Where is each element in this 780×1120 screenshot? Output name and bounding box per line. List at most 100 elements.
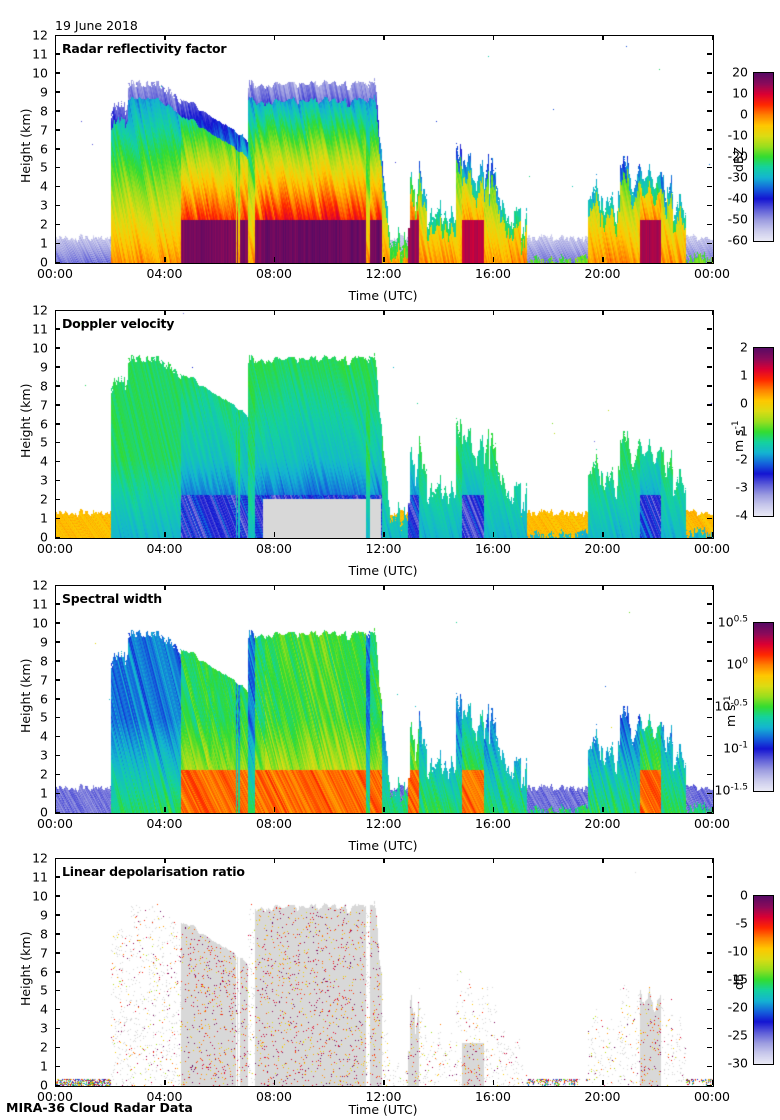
- x-tick-mark: [602, 532, 604, 537]
- x-tick-mark: [54, 585, 56, 590]
- x-tick-label: 12:00: [365, 1089, 402, 1104]
- x-tick-mark: [711, 257, 713, 262]
- y-tick-mark: [55, 773, 60, 776]
- colorbar-tick-label: -25: [727, 1027, 748, 1043]
- y-tick-label: 0: [40, 804, 48, 820]
- x-tick-mark: [602, 807, 604, 812]
- y-tick-mark: [707, 204, 712, 207]
- y-tick-mark: [55, 857, 60, 859]
- x-tick-mark: [492, 585, 494, 590]
- y-tick-mark: [55, 971, 60, 973]
- y-tick-label: 10: [32, 340, 48, 356]
- y-tick-mark: [55, 1084, 60, 1086]
- y-tick-label: 11: [32, 869, 48, 885]
- colorbar-tick-label: 2: [740, 339, 748, 355]
- y-tick-mark: [707, 366, 712, 368]
- y-tick-label: 6: [40, 691, 48, 706]
- y-tick-mark: [707, 1065, 712, 1068]
- x-tick-label: 16:00: [474, 816, 512, 831]
- y-tick-mark: [55, 1046, 60, 1049]
- colorbar-tick-label: -4: [735, 507, 748, 523]
- x-tick-mark: [602, 585, 604, 590]
- x-tick-mark: [383, 807, 385, 812]
- colorbar-tick-label: -30: [727, 169, 748, 185]
- x-tick-mark: [602, 310, 604, 315]
- x-tick-mark: [711, 35, 713, 40]
- y-tick-label: 4: [40, 1001, 48, 1017]
- y-tick-mark: [55, 309, 60, 311]
- y-tick-mark: [707, 876, 712, 878]
- y-tick-mark: [55, 716, 60, 719]
- y-tick-mark: [55, 679, 60, 681]
- x-tick-label: 00:00: [693, 1089, 731, 1104]
- y-tick-mark: [55, 622, 60, 624]
- x-tick-mark: [711, 310, 713, 315]
- colorbar-doppler: [753, 347, 774, 517]
- y-tick-label: 7: [40, 122, 48, 138]
- x-tick-label: 16:00: [474, 266, 512, 281]
- x-tick-mark: [492, 1080, 494, 1085]
- x-tick-label: 12:00: [365, 816, 402, 831]
- y-tick-mark: [55, 498, 60, 501]
- x-tick-mark: [164, 35, 166, 40]
- y-tick-label: 3: [40, 1020, 48, 1036]
- y-tick-mark: [707, 735, 712, 738]
- plot-area-ldr[interactable]: [55, 858, 714, 1087]
- y-tick-mark: [707, 952, 712, 954]
- y-tick-mark: [707, 404, 712, 406]
- colorbar-ldr: [753, 895, 774, 1065]
- y-tick-mark: [707, 989, 712, 992]
- y-tick-mark: [707, 679, 712, 681]
- y-tick-mark: [707, 895, 712, 897]
- y-tick-label: 12: [32, 27, 48, 43]
- y-tick-mark: [55, 129, 60, 131]
- y-tick-mark: [55, 792, 60, 795]
- y-tick-mark: [707, 517, 712, 520]
- x-tick-mark: [273, 1080, 275, 1085]
- x-tick-mark: [711, 585, 713, 590]
- y-tick-label: 2: [40, 216, 48, 232]
- x-tick-mark: [602, 1080, 604, 1085]
- y-tick-mark: [707, 584, 712, 586]
- y-tick-mark: [707, 72, 712, 74]
- x-tick-mark: [711, 807, 713, 812]
- x-axis-label-reflectivity: Time (UTC): [348, 288, 418, 303]
- y-tick-mark: [55, 366, 60, 368]
- panel-title-ldr: Linear depolarisation ratio: [62, 864, 245, 879]
- x-tick-mark: [54, 1080, 56, 1085]
- y-tick-mark: [707, 1027, 712, 1030]
- colorbar-tick-label: -60: [727, 232, 748, 248]
- x-tick-label: 20:00: [584, 1089, 621, 1104]
- y-tick-label: 10: [32, 888, 48, 904]
- x-tick-label: 00:00: [36, 266, 74, 281]
- y-tick-mark: [55, 148, 60, 150]
- footer-label: MIRA-36 Cloud Radar Data: [6, 1100, 193, 1115]
- y-tick-mark: [55, 660, 60, 662]
- colorbar-spectral-width: [753, 622, 774, 792]
- y-tick-label: 2: [40, 491, 48, 507]
- plot-area-reflectivity[interactable]: [55, 35, 714, 264]
- y-tick-label: 5: [40, 982, 48, 998]
- y-tick-mark: [55, 441, 60, 444]
- y-tick-mark: [55, 698, 60, 700]
- x-tick-label: 04:00: [146, 541, 183, 556]
- plot-area-doppler[interactable]: [55, 310, 714, 539]
- x-tick-mark: [54, 257, 56, 262]
- x-tick-label: 04:00: [146, 816, 183, 831]
- y-tick-mark: [707, 1084, 712, 1086]
- y-tick-mark: [707, 242, 712, 245]
- y-tick-label: 6: [40, 141, 48, 156]
- y-tick-mark: [707, 441, 712, 444]
- y-tick-mark: [707, 347, 712, 349]
- x-tick-mark: [273, 585, 275, 590]
- colorbar-tick-label: -20: [727, 999, 748, 1015]
- x-tick-mark: [164, 257, 166, 262]
- panel-title-spectral-width: Spectral width: [62, 591, 162, 606]
- plot-area-spectral-width[interactable]: [55, 585, 714, 814]
- x-tick-mark: [492, 807, 494, 812]
- y-tick-mark: [707, 110, 712, 112]
- y-tick-mark: [707, 754, 712, 757]
- x-tick-mark: [164, 807, 166, 812]
- colorbar-tick-label: -10: [727, 943, 748, 959]
- y-tick-mark: [707, 223, 712, 226]
